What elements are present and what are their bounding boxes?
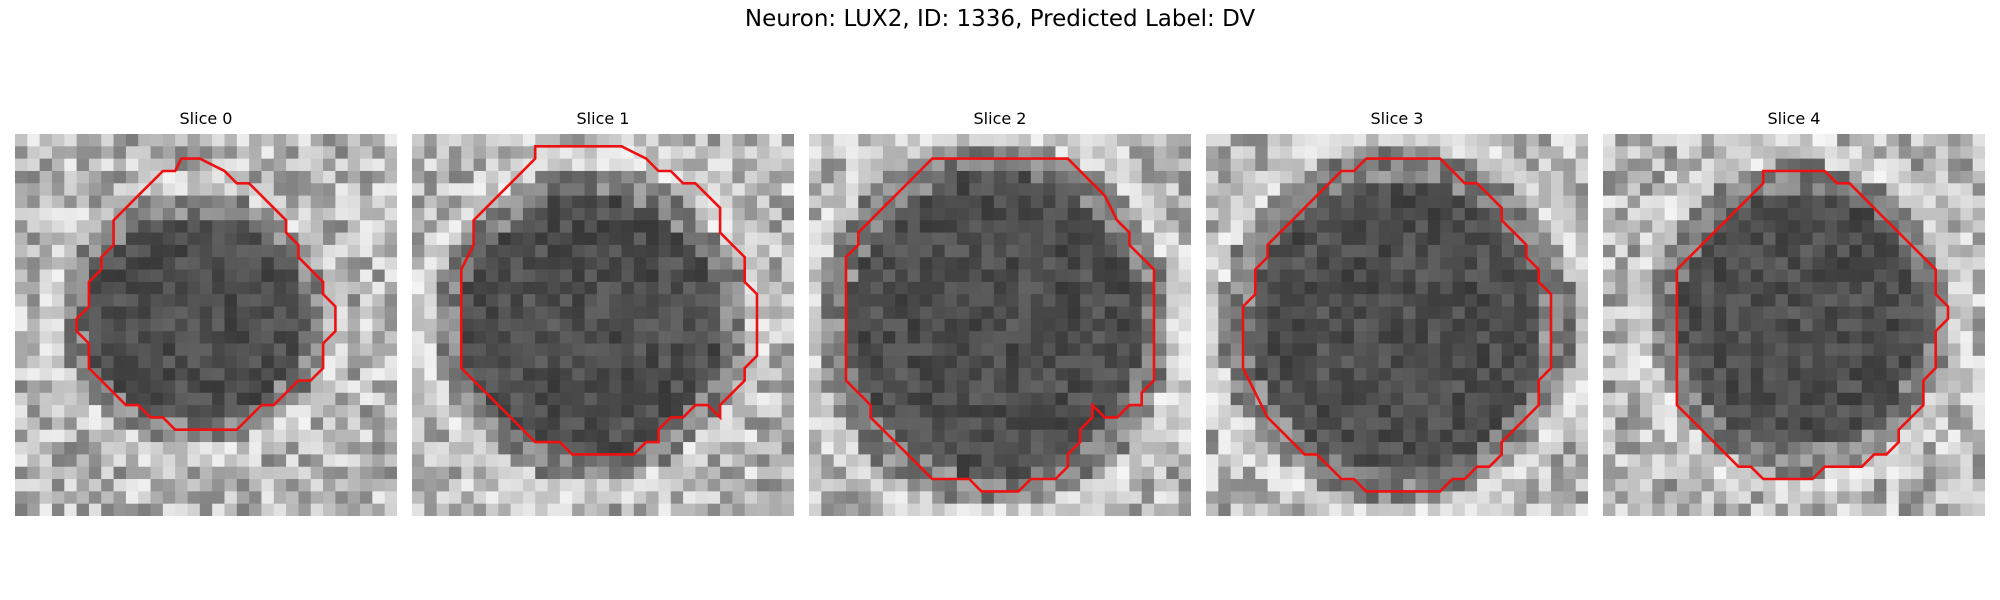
micrograph-pixels	[412, 134, 794, 516]
cell-contour	[75, 157, 337, 432]
cell-contour	[459, 145, 759, 456]
micrograph-pixels	[15, 134, 397, 516]
cell-contour	[1675, 169, 1950, 481]
cell-contour	[844, 157, 1156, 493]
figure-title: Neuron: LUX2, ID: 1336, Predicted Label:…	[744, 6, 1256, 32]
micrograph-pixels	[1206, 134, 1588, 516]
slice-image-0	[15, 134, 397, 516]
micrograph-pixels	[809, 134, 1191, 516]
slice-title: Slice 0	[179, 109, 233, 128]
slice-image-1	[412, 134, 794, 516]
cell-contour	[1241, 157, 1553, 493]
slice-image-3	[1206, 134, 1588, 516]
slice-image-4	[1603, 134, 1985, 516]
micrograph-pixels	[1603, 134, 1985, 516]
slice-title: Slice 1	[576, 109, 630, 128]
slice-title: Slice 3	[1370, 109, 1424, 128]
slice-title: Slice 2	[973, 109, 1027, 128]
slice-title: Slice 4	[1767, 109, 1821, 128]
slice-image-2	[809, 134, 1191, 516]
